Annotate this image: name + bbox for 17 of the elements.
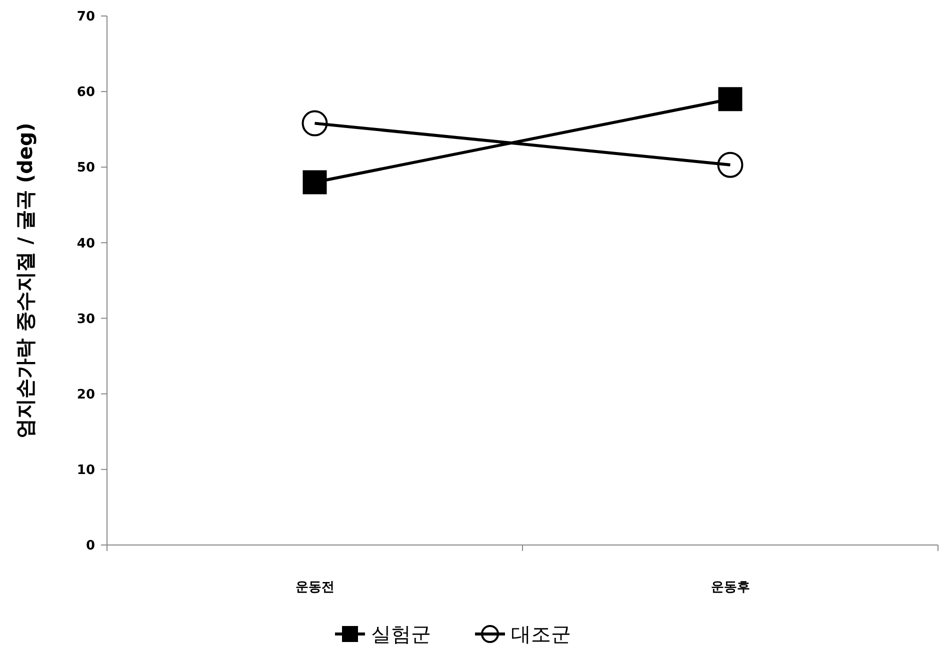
- y-tick-label: 70: [76, 10, 95, 25]
- y-tick-label: 20: [76, 387, 95, 402]
- x-tick-label: 운동후: [710, 580, 750, 595]
- y-tick-label: 30: [76, 312, 95, 327]
- point: [717, 152, 744, 178]
- x-tick-label: 운동전: [295, 580, 334, 595]
- point: [302, 110, 328, 136]
- y-axis-title: 엄지손가락 중수지절 / 굴곡 (deg): [13, 122, 37, 438]
- legend-label: 대조군: [511, 622, 571, 646]
- y-tick-label: 50: [76, 160, 95, 176]
- y-tick-label: 10: [76, 462, 95, 478]
- point: [302, 170, 327, 194]
- y-tick-label: 60: [76, 85, 95, 100]
- y-tick-label: 40: [76, 236, 95, 252]
- point: [718, 87, 742, 112]
- legend-label: 실험군: [371, 622, 431, 646]
- y-tick-label: 0: [86, 538, 95, 554]
